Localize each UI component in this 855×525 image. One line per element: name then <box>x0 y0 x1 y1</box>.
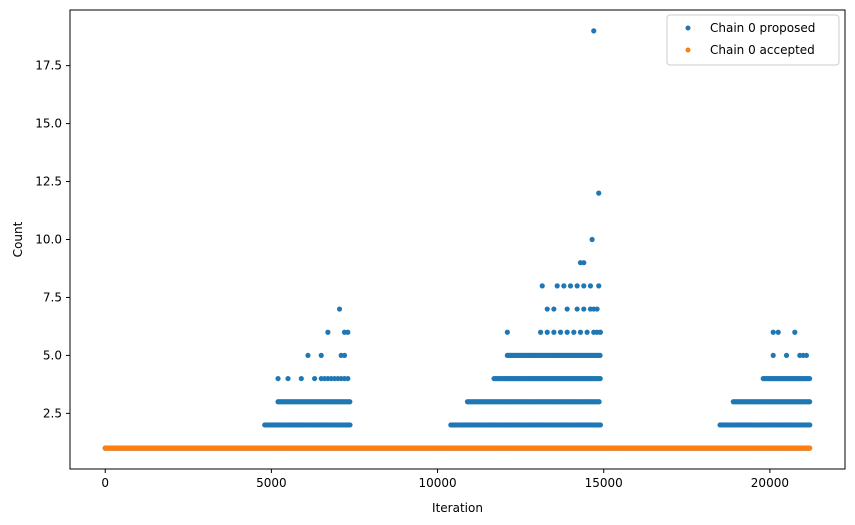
proposed-point <box>544 329 550 335</box>
proposed-point <box>561 283 567 289</box>
x-tick-label: 15000 <box>585 476 623 490</box>
accepted-point <box>807 445 813 451</box>
y-tick-label: 17.5 <box>35 59 62 73</box>
proposed-point <box>589 236 595 243</box>
x-axis-title: Iteration <box>432 501 483 515</box>
proposed-point <box>577 329 584 335</box>
proposed-point <box>596 283 602 289</box>
proposed-point <box>551 329 557 335</box>
proposed-point <box>597 375 603 382</box>
proposed-point <box>594 306 600 312</box>
x-axis: 0 5000 10000 15000 20000 <box>101 469 789 490</box>
proposed-point <box>311 375 318 382</box>
proposed-point <box>504 329 510 335</box>
proposed-point <box>581 283 587 289</box>
proposed-point <box>584 329 590 335</box>
proposed-point <box>574 306 580 312</box>
y-axis-title: Count <box>11 221 25 257</box>
proposed-point <box>807 422 813 428</box>
y-tick-label: 12.5 <box>35 175 62 189</box>
proposed-point <box>574 283 580 289</box>
proposed-point <box>325 329 331 335</box>
proposed-point <box>345 375 351 382</box>
y-tick-label: 2.5 <box>43 406 62 420</box>
proposed-point <box>347 399 353 405</box>
proposed-point <box>775 329 781 335</box>
plot-marks <box>102 28 813 451</box>
proposed-point <box>275 375 281 382</box>
proposed-point <box>581 306 587 312</box>
proposed-point <box>285 375 291 382</box>
y-tick-label: 5.0 <box>43 348 62 362</box>
proposed-point <box>305 352 311 359</box>
x-tick-label: 5000 <box>256 476 287 490</box>
proposed-point <box>597 422 604 428</box>
proposed-point <box>571 329 577 335</box>
proposed-point <box>807 375 813 382</box>
proposed-point <box>544 306 550 312</box>
proposed-point <box>336 306 343 312</box>
proposed-point <box>792 329 798 335</box>
proposed-point <box>554 283 560 289</box>
proposed-point <box>298 375 304 382</box>
proposed-point <box>581 260 587 266</box>
proposed-point <box>539 283 545 289</box>
proposed-point <box>345 329 351 335</box>
proposed-point <box>551 306 557 312</box>
proposed-point <box>567 283 574 289</box>
legend-marker-accepted <box>685 47 691 53</box>
proposed-point <box>557 329 564 335</box>
x-tick-label: 10000 <box>418 476 456 490</box>
proposed-point <box>803 352 810 359</box>
legend-marker-proposed <box>685 25 691 31</box>
legend-label-proposed: Chain 0 proposed <box>710 21 815 35</box>
proposed-point <box>318 352 324 359</box>
x-tick-label: 20000 <box>751 476 789 490</box>
proposed-point <box>770 329 776 335</box>
proposed-point <box>807 399 813 405</box>
proposed-point <box>770 352 776 359</box>
y-tick-label: 10.0 <box>35 233 62 247</box>
y-tick-label: 7.5 <box>43 290 62 304</box>
x-tick-label: 0 <box>101 476 109 490</box>
proposed-point <box>564 306 570 312</box>
proposed-point <box>597 352 603 359</box>
proposed-point <box>596 190 602 196</box>
legend-label-accepted: Chain 0 accepted <box>710 43 815 57</box>
proposed-point <box>783 352 790 359</box>
y-tick-label: 15.0 <box>35 117 62 131</box>
proposed-point <box>564 329 570 335</box>
legend: Chain 0 proposed Chain 0 accepted <box>666 14 840 66</box>
proposed-point <box>597 329 604 335</box>
proposed-point <box>587 283 594 289</box>
proposed-point <box>537 329 544 335</box>
proposed-point <box>347 422 353 428</box>
y-axis: 2.5 5.0 7.5 10.0 12.5 15.0 17.5 <box>35 59 70 420</box>
proposed-point <box>596 399 602 405</box>
legend-box <box>666 14 840 66</box>
proposed-point <box>341 352 348 359</box>
proposed-point <box>591 28 597 34</box>
